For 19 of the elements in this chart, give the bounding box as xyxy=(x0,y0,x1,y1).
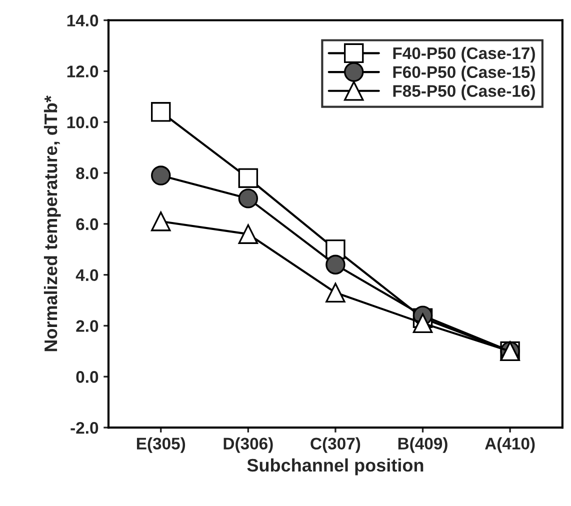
y-tick-label: -2.0 xyxy=(70,422,98,434)
x-axis-title: Subchannel position xyxy=(247,458,424,476)
x-tick-label: B(409) xyxy=(398,437,448,453)
y-tick-label: 0.0 xyxy=(76,371,98,383)
legend-label: F60-P50 (Case-15) xyxy=(393,66,535,82)
x-tick-label: C(307) xyxy=(310,437,360,453)
y-tick-label: 4.0 xyxy=(76,269,98,282)
x-tick-label: D(306) xyxy=(224,437,273,453)
x-tick-label: A(410) xyxy=(485,437,535,453)
x-tick-label: E(305) xyxy=(136,437,186,453)
y-tick-label: 14.0 xyxy=(67,14,98,26)
y-tick-label: 6.0 xyxy=(76,218,98,230)
y-axis-title: Normalized temperature, dTb* xyxy=(44,96,61,352)
y-tick-label: 10.0 xyxy=(67,116,98,128)
y-tick-label: 12.0 xyxy=(67,66,98,78)
legend-label: F40-P50 (Case-17) xyxy=(393,46,535,62)
y-tick-label: 8.0 xyxy=(76,167,98,180)
legend-label: F85-P50 (Case-16) xyxy=(393,84,535,100)
y-tick-label: 2.0 xyxy=(76,320,98,332)
